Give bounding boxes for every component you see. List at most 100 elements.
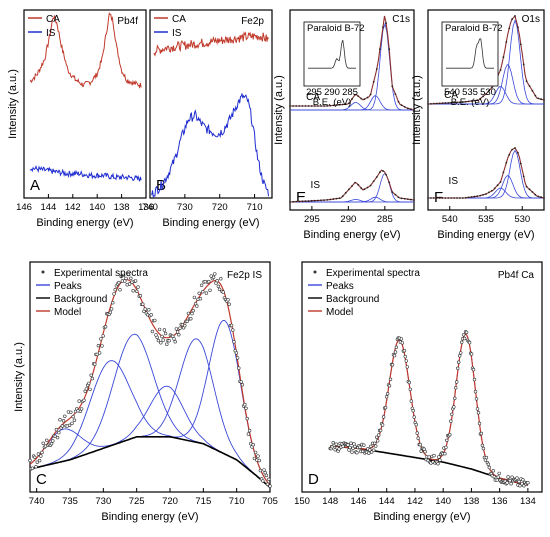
spectrum-label-is: IS: [449, 176, 459, 187]
data-point: [360, 97, 363, 100]
data-point: [317, 199, 319, 202]
experimental-point: [109, 307, 114, 311]
experimental-point: [232, 340, 236, 344]
data-point: [479, 194, 482, 197]
experimental-point: [71, 414, 75, 419]
data-point: [511, 148, 513, 151]
experimental-point: [461, 333, 466, 337]
experimental-point: [160, 334, 164, 339]
experimental-point: [452, 405, 456, 409]
experimental-point: [155, 335, 159, 340]
experimental-point: [443, 452, 447, 456]
data-point: [323, 105, 325, 107]
experimental-point: [161, 338, 165, 342]
legend-entry: CA: [172, 14, 186, 25]
experimental-point: [358, 445, 362, 449]
experimental-point: [219, 277, 223, 281]
experimental-point: [476, 411, 481, 415]
inset-title: Paraloid B-72: [445, 23, 503, 34]
experimental-point: [207, 279, 211, 284]
experimental-point: [127, 282, 132, 286]
experimental-point: [505, 481, 509, 485]
experimental-point: [407, 380, 411, 385]
data-point: [391, 85, 394, 88]
experimental-point: [239, 380, 243, 384]
data-point: [511, 18, 513, 21]
legend-swatch: [41, 270, 45, 274]
data-point: [459, 197, 461, 199]
data-point: [490, 86, 493, 89]
data-point: [298, 200, 301, 203]
experimental-point: [383, 405, 388, 410]
data-point: [394, 93, 397, 95]
experimental-point: [108, 310, 113, 315]
experimental-point: [257, 458, 261, 463]
experimental-point: [247, 428, 252, 433]
data-point: [537, 97, 540, 100]
experimental-point: [409, 399, 413, 403]
experimental-point: [392, 353, 397, 358]
experimental-point: [471, 367, 476, 372]
x-tick-label: 535: [478, 214, 494, 225]
data-point: [476, 195, 479, 198]
data-point: [485, 193, 487, 195]
legend-entry: Background: [54, 294, 107, 305]
experimental-point: [448, 433, 452, 437]
experimental-point: [213, 272, 217, 276]
experimental-point: [79, 407, 84, 411]
experimental-point: [231, 328, 235, 332]
data-point: [461, 101, 464, 103]
fit-peak: [29, 333, 271, 488]
inset-x-label: B.E. (eV): [451, 97, 490, 108]
experimental-point: [157, 327, 162, 332]
experimental-point: [427, 455, 431, 459]
data-point: [450, 101, 453, 104]
experimental-point: [45, 438, 49, 442]
experimental-point: [221, 290, 225, 294]
experimental-point: [508, 478, 512, 483]
experimental-point: [103, 325, 108, 329]
data-point: [313, 105, 316, 107]
spectrum-label-is: IS: [311, 180, 321, 191]
x-tick-label: 285: [377, 214, 393, 225]
data-point: [379, 48, 381, 50]
x-tick-label: 134: [520, 496, 536, 507]
data-point: [295, 200, 298, 203]
series-line-ca: [153, 31, 269, 57]
experimental-point: [432, 453, 436, 458]
experimental-point: [415, 431, 419, 435]
x-tick-label: 740: [29, 496, 45, 507]
experimental-point: [192, 295, 197, 300]
experimental-point: [467, 340, 472, 345]
x-tick-label: 138: [114, 202, 130, 213]
data-point: [519, 43, 522, 46]
data-point: [406, 107, 409, 110]
experimental-point: [70, 421, 74, 426]
data-point: [540, 98, 542, 101]
experimental-point: [521, 478, 525, 482]
experimental-point: [82, 398, 86, 402]
experimental-point: [100, 344, 104, 348]
data-point: [543, 99, 545, 101]
experimental-point: [244, 406, 248, 410]
data-point: [301, 200, 304, 203]
experimental-point: [481, 446, 486, 451]
experimental-point: [240, 383, 245, 387]
legend-entry: Experimental spectra: [326, 268, 420, 279]
experimental-point: [477, 421, 482, 426]
data-point: [441, 102, 444, 105]
x-tick-label: 705: [262, 496, 278, 507]
data-point: [397, 100, 400, 103]
data-point: [298, 105, 301, 107]
experimental-point: [346, 443, 350, 447]
experimental-point: [57, 430, 61, 435]
legend-entry: IS: [172, 28, 182, 39]
data-point: [534, 193, 537, 196]
experimental-point: [121, 273, 126, 278]
experimental-point: [487, 465, 491, 470]
data-point: [366, 96, 369, 99]
experimental-point: [385, 392, 390, 396]
data-point: [320, 105, 322, 107]
data-point: [304, 200, 307, 203]
